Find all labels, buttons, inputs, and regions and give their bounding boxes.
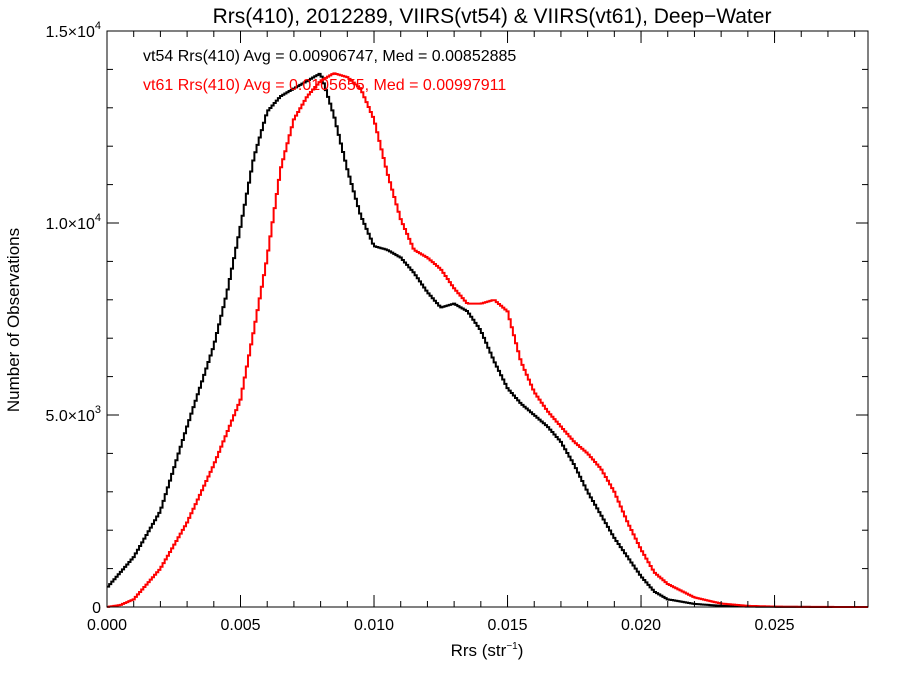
- x-axis-label: Rrs (str−1): [451, 641, 524, 660]
- annotation-vt61-stats: vt61 Rrs(410) Avg = 0.0105655, Med = 0.0…: [143, 77, 506, 94]
- x-tick-label: 0.020: [621, 617, 661, 634]
- series-layer: [107, 72, 868, 608]
- x-tick-label: 0.025: [755, 617, 795, 634]
- y-axis-label: Number of Observations: [4, 228, 23, 412]
- x-tick-label: 0.015: [488, 617, 528, 634]
- series-vt61-line: [107, 72, 868, 608]
- y-tick-label: 5.0×103: [45, 404, 101, 425]
- plot-frame: [106, 30, 869, 608]
- y-tick-label: 1.0×104: [45, 212, 101, 233]
- x-tick-label: 0.000: [87, 617, 127, 634]
- annotation-vt54-stats: vt54 Rrs(410) Avg = 0.00906747, Med = 0.…: [143, 48, 516, 65]
- series-vt54-line: [107, 72, 868, 608]
- chart-title: Rrs(410), 2012289, VIIRS(vt54) & VIIRS(v…: [213, 5, 772, 28]
- x-tick-label: 0.005: [220, 617, 260, 634]
- x-tick-label: 0.010: [354, 617, 394, 634]
- y-tick-label: 0: [92, 600, 101, 617]
- y-tick-label: 1.5×104: [45, 20, 101, 41]
- x-axis: 0.000 0.005 0.010 0.015 0.020 0.025: [87, 31, 856, 634]
- y-axis: 0 5.0×103 1.0×104 1.5×104: [45, 20, 868, 617]
